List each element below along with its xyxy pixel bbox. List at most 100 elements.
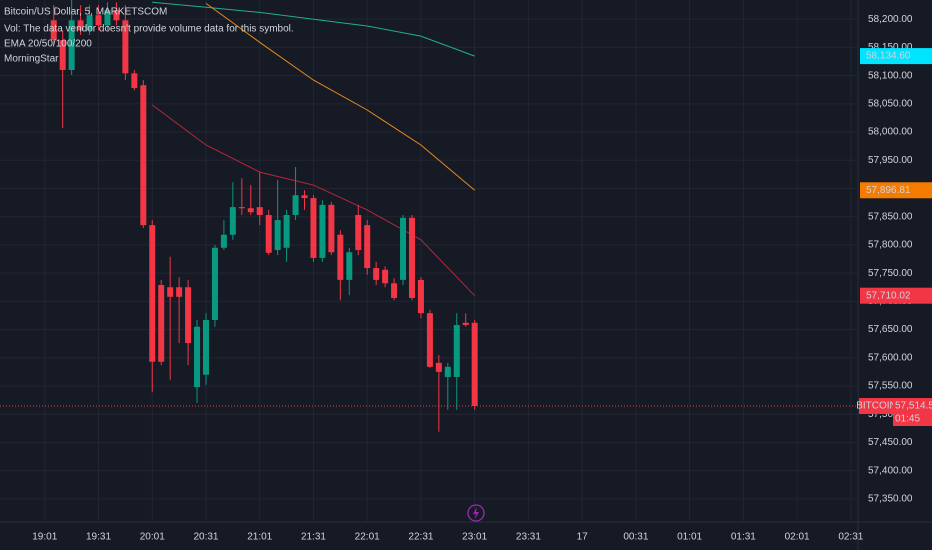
candle-body	[400, 217, 407, 280]
candle-body	[68, 20, 75, 70]
axes: 57,350.00 57,400.00 57,450.00 57,500.00 57,5…	[32, 14, 913, 543]
y-tick-label: 58,000.00	[868, 127, 913, 138]
candle-body	[59, 40, 66, 70]
candle-body	[310, 198, 317, 258]
candle-body	[50, 20, 57, 41]
ema-price-box	[860, 287, 932, 304]
legend-indicator[interactable]: MorningStar	[4, 54, 59, 65]
legend-ema[interactable]: EMA 20/50/100/200	[4, 39, 92, 50]
y-tick-label: 57,750.00	[868, 268, 913, 279]
x-tick-label: 21:31	[301, 532, 326, 543]
y-tick-label: 57,950.00	[868, 155, 913, 166]
legend-symbol[interactable]: Bitcoin/US Dollar, 5, MARKETSCOM	[4, 7, 167, 18]
candle-body	[435, 362, 442, 372]
y-tick-label: 58,050.00	[868, 98, 913, 109]
y-tick-label: 57,650.00	[868, 324, 913, 335]
candle-body	[220, 234, 227, 248]
y-tick-label: 57,350.00	[868, 494, 913, 505]
y-tick-label: 58,100.00	[868, 70, 913, 81]
candle-body	[238, 207, 245, 209]
candle-body	[417, 279, 424, 314]
y-tick-label: 57,600.00	[868, 352, 913, 363]
candle-body	[113, 10, 120, 21]
x-tick-label: 21:01	[247, 532, 272, 543]
x-tick-label: 19:01	[32, 532, 57, 543]
candle-body	[95, 15, 102, 26]
x-tick-label: 19:31	[86, 532, 111, 543]
y-tick-label: 57,850.00	[868, 211, 913, 222]
lightning-icon[interactable]	[467, 504, 485, 522]
candle-body	[471, 322, 478, 407]
x-tick-label: 00:31	[623, 532, 648, 543]
candle-body	[176, 287, 183, 297]
ema-line	[152, 1, 475, 57]
candle-body	[256, 207, 263, 216]
candle-body	[211, 247, 218, 320]
candle-body	[104, 10, 111, 26]
candle-body	[86, 15, 93, 31]
x-tick-label: 01:31	[731, 532, 756, 543]
x-tick-label: 23:01	[462, 532, 487, 543]
candle-body	[202, 319, 209, 375]
legend-volume[interactable]: Vol: The data vendor doesn't provide vol…	[4, 24, 294, 35]
candle-body	[131, 73, 138, 89]
x-tick-label: 22:01	[355, 532, 380, 543]
candle-body	[355, 215, 362, 250]
candle-body	[149, 225, 156, 362]
candle-body	[462, 322, 469, 326]
x-tick-label: 01:01	[677, 532, 702, 543]
candle-body	[408, 217, 415, 298]
ema-price-label: 57,896.81	[866, 185, 911, 196]
candle-body	[373, 268, 380, 280]
candle-body	[444, 366, 451, 377]
ema-line	[152, 104, 476, 297]
x-tick-label: 23:31	[516, 532, 541, 543]
candle-body	[426, 313, 433, 367]
symbol-label-box	[859, 398, 894, 415]
candle-body	[301, 195, 308, 199]
candle-body	[158, 284, 165, 362]
ema-price-box	[860, 182, 932, 199]
candle-body	[265, 215, 272, 253]
countdown-label: 01:45	[895, 414, 920, 425]
candle-body	[337, 234, 344, 280]
x-tick-label: 02:31	[838, 532, 863, 543]
y-tick-label: 58,200.00	[868, 14, 913, 25]
y-tick-label: 58,150.00	[868, 42, 913, 53]
last-price-label: 57,514.53	[895, 401, 932, 412]
ema-line	[205, 2, 476, 191]
y-tick-label: 57,800.00	[868, 240, 913, 251]
x-tick-label: 02:01	[785, 532, 810, 543]
candle-body	[77, 20, 84, 31]
y-tick-label: 57,500.00	[868, 409, 913, 420]
candle-body	[382, 269, 389, 284]
x-tick-label: 20:01	[140, 532, 165, 543]
x-tick-label: 17	[577, 532, 589, 543]
symbol-label: BITCOIN	[856, 401, 897, 412]
candle-body	[185, 287, 192, 344]
x-tick-label: 20:31	[193, 532, 218, 543]
ema-price-label: 58,134.60	[866, 51, 911, 62]
last-price-box	[893, 398, 932, 427]
candle-body	[229, 207, 236, 235]
candle-body	[346, 252, 353, 280]
candle-body	[292, 195, 299, 216]
candle-body	[453, 325, 460, 377]
candle-body	[274, 220, 281, 250]
candle-body	[319, 204, 326, 258]
candle-body	[167, 287, 174, 297]
y-tick-label: 57,450.00	[868, 437, 913, 448]
ema-price-label: 57,710.02	[866, 290, 911, 301]
candle-body	[391, 283, 398, 298]
y-tick-label: 57,400.00	[868, 465, 913, 476]
candle-body	[140, 85, 147, 226]
candle-body	[194, 326, 201, 388]
candle-body	[364, 225, 371, 269]
candle-body	[328, 204, 335, 253]
plot-area	[0, 0, 858, 432]
y-tick-label: 57,550.00	[868, 381, 913, 392]
x-tick-label: 22:31	[408, 532, 433, 543]
